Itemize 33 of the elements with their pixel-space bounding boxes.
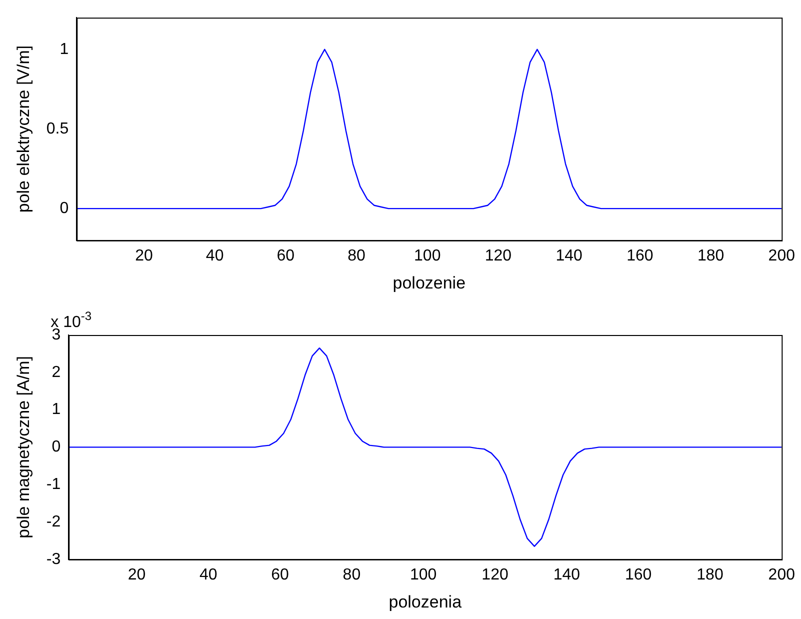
x-tick-label: 120 bbox=[482, 566, 508, 584]
y-axis-title: pole elektryczne [V/m] bbox=[14, 45, 33, 213]
y-tick-label: -2 bbox=[46, 513, 61, 530]
x-tick-label: 140 bbox=[553, 566, 580, 584]
y-tick-label: 0.5 bbox=[46, 120, 69, 138]
x-tick-label: 160 bbox=[624, 566, 652, 584]
y-tick-label: -1 bbox=[46, 476, 61, 494]
x-tick-label: 180 bbox=[697, 247, 724, 264]
y-tick-label: 0 bbox=[60, 200, 69, 217]
x-axis-title: polozenia bbox=[388, 592, 462, 612]
x-tick-label: 20 bbox=[135, 247, 153, 264]
x-tick-label: 180 bbox=[696, 566, 724, 584]
x-tick-label: 200 bbox=[768, 566, 796, 584]
y-tick-label: 2 bbox=[52, 364, 61, 381]
x-tick-label: 200 bbox=[768, 247, 796, 264]
x-tick-label: 80 bbox=[342, 566, 361, 584]
x-axis-title: polozenie bbox=[392, 273, 466, 292]
x-tick-label: 20 bbox=[128, 566, 146, 584]
y-tick-label: 0 bbox=[52, 438, 61, 456]
y-axis-title: pole magnetyczne [A/m] bbox=[14, 356, 33, 538]
x-tick-label: 140 bbox=[556, 247, 583, 264]
x-tick-label: 40 bbox=[206, 247, 224, 264]
y-tick-label: 1 bbox=[52, 401, 61, 418]
x-tick-label: 80 bbox=[348, 247, 366, 264]
y-tick-label: 1 bbox=[60, 40, 69, 58]
x-tick-label: 60 bbox=[271, 566, 290, 584]
y-tick-label: -3 bbox=[46, 550, 61, 568]
x-tick-label: 120 bbox=[484, 247, 512, 264]
x-tick-label: 40 bbox=[199, 566, 218, 584]
x-tick-label: 160 bbox=[626, 247, 654, 264]
x-tick-label: 100 bbox=[410, 566, 437, 584]
x-tick-label: 100 bbox=[414, 247, 441, 264]
x-tick-label: 60 bbox=[276, 247, 295, 264]
